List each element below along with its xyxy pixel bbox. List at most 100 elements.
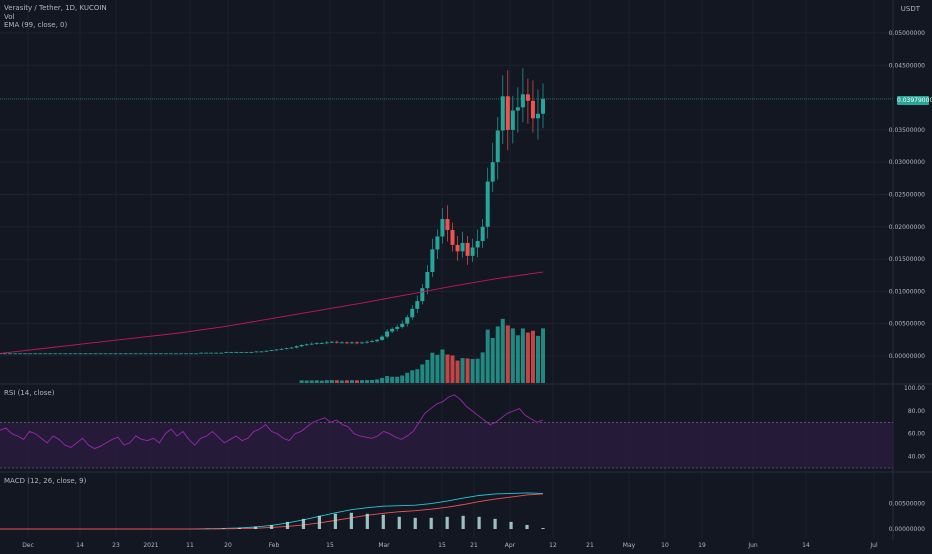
x-tick-label: 15 — [438, 542, 446, 549]
candle-body — [501, 96, 505, 130]
macd-histogram-bar — [430, 518, 433, 529]
candle-body — [174, 353, 178, 354]
candle-body — [290, 348, 294, 349]
macd-histogram-bar — [366, 514, 369, 529]
candle-body — [491, 162, 495, 181]
x-tick-label: Feb — [269, 542, 280, 549]
candle-body — [456, 245, 460, 251]
macd-histogram-bar — [462, 516, 465, 529]
y-tick-label: 0.03500000 — [889, 127, 925, 134]
candle-body — [124, 353, 128, 354]
x-tick-label: 19 — [698, 542, 706, 549]
macd-histogram-bar — [318, 516, 321, 529]
candle-body — [159, 353, 163, 354]
volume-bar — [526, 333, 530, 383]
volume-bar — [325, 380, 329, 383]
x-tick-label: Jul — [869, 542, 878, 549]
y-tick-label: 0.05000000 — [889, 30, 925, 37]
candle-body — [270, 350, 274, 351]
macd-tick-label: 0.00000000 — [889, 526, 925, 533]
candle-body — [481, 227, 485, 241]
volume-bar — [360, 380, 364, 383]
candle-body — [395, 327, 399, 329]
x-tick-label: 21 — [586, 542, 594, 549]
macd-histogram-bar — [270, 525, 273, 529]
volume-bar — [430, 353, 434, 383]
candle-body — [330, 342, 334, 343]
x-tick-label: 15 — [326, 542, 334, 549]
y-tick-label: 0.02500000 — [889, 192, 925, 199]
candle-body — [476, 241, 480, 247]
candle-body — [134, 353, 138, 354]
candle-body — [461, 243, 465, 251]
volume-bar — [466, 358, 470, 383]
vol-legend: Vol — [4, 13, 14, 21]
candle-body — [194, 353, 198, 354]
candle-body — [259, 351, 263, 352]
candle-body — [345, 342, 349, 343]
candle-body — [405, 317, 409, 323]
volume-bar — [385, 376, 389, 383]
candle-body — [370, 341, 374, 342]
volume-bar — [400, 376, 404, 384]
candle-body — [511, 111, 515, 130]
last-price-tag: 0.03979000 — [897, 96, 929, 105]
candle-body — [28, 353, 32, 354]
candle-body — [254, 351, 258, 352]
candle-body — [224, 352, 228, 353]
candle-body — [390, 329, 394, 332]
candle-body — [18, 353, 22, 354]
candle-body — [179, 353, 183, 354]
macd-histogram-bar — [478, 517, 481, 529]
volume-bar — [330, 380, 334, 383]
macd-histogram-bar — [493, 519, 496, 529]
candle-body — [410, 309, 414, 317]
volume-bar — [320, 381, 324, 383]
candle-body — [375, 340, 379, 341]
candle-body — [300, 345, 304, 346]
candle-body — [310, 344, 314, 345]
candle-body — [340, 342, 344, 343]
rsi-band — [0, 422, 893, 468]
macd-tick-label: 0.00500000 — [889, 501, 925, 508]
macd-histogram-bar — [446, 517, 449, 529]
candle-body — [244, 352, 248, 353]
candle-body — [249, 352, 253, 353]
volume-bar — [461, 358, 465, 383]
currency-label: USDT — [901, 5, 920, 13]
volume-bar — [501, 319, 505, 383]
candle-body — [104, 353, 108, 354]
x-tick-label: Apr — [505, 542, 516, 549]
candle-body — [435, 236, 439, 249]
candle-body — [139, 353, 143, 354]
ema-line — [0, 272, 543, 353]
candle-body — [380, 337, 384, 340]
candle-body — [63, 353, 67, 354]
candle-body — [144, 353, 148, 354]
candle-body — [521, 94, 525, 107]
volume-bar — [425, 360, 429, 383]
candle-body — [430, 249, 434, 272]
candle-body — [264, 351, 268, 352]
candle-body — [184, 353, 188, 354]
x-tick-label: 21 — [470, 542, 478, 549]
candle-body — [58, 353, 62, 354]
candle-body — [486, 182, 490, 227]
volume-bar — [440, 349, 444, 383]
candle-body — [73, 353, 77, 354]
candle-body — [214, 353, 218, 354]
candle-body — [53, 353, 57, 354]
x-tick-label: 10 — [661, 542, 669, 549]
volume-bar — [456, 361, 460, 383]
volume-bar — [335, 380, 339, 383]
candle-body — [114, 353, 118, 354]
candle-body — [83, 353, 87, 354]
candle-body — [305, 344, 309, 345]
candle-body — [8, 353, 12, 354]
volume-bar — [541, 328, 545, 383]
candle-body — [149, 353, 153, 354]
candle-body — [78, 353, 82, 354]
candle-body — [360, 342, 364, 343]
volume-bar — [310, 380, 314, 383]
